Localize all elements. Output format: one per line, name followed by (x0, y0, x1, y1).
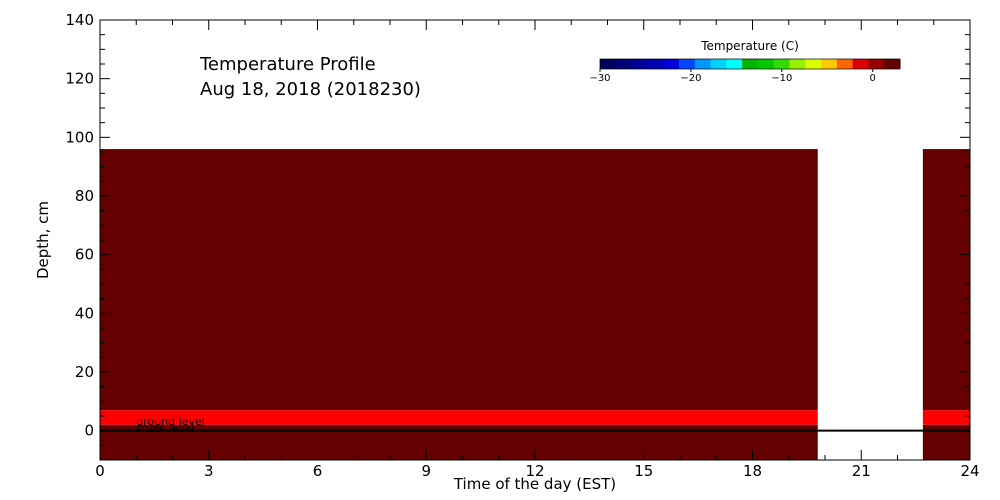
y-tick-label: 40 (75, 304, 94, 322)
heatmap-cell-3 (922, 410, 970, 425)
colorbar-swatch (836, 59, 854, 69)
colorbar-tick-label: −30 (589, 73, 610, 84)
y-tick-label: 20 (75, 363, 94, 381)
colorbar-swatch (726, 59, 743, 69)
y-axis: 0 20 40 60 80 100 120 140 (65, 11, 970, 461)
heatmap-cell-1 (100, 149, 818, 411)
y-tick-label: 60 (75, 246, 94, 264)
x-tick-label: 12 (525, 462, 544, 480)
colorbar-swatch (742, 59, 759, 69)
x-tick-label: 24 (960, 462, 979, 480)
x-tick-label: 21 (852, 462, 871, 480)
colorbar-swatch (631, 59, 648, 69)
colorbar-swatch (852, 59, 869, 69)
y-tick-label: 80 (75, 187, 94, 205)
colorbar-swatch (884, 59, 901, 69)
ground-level-label: ground level (136, 415, 205, 428)
colorbar-swatch (773, 59, 790, 69)
colorbar-border (599, 58, 901, 70)
colorbar-swatch (694, 59, 712, 69)
heatmap-cell-0 (100, 410, 818, 425)
x-axis-title: Time of the day (EST) (453, 475, 616, 493)
colorbar-swatch (789, 59, 806, 69)
colorbar-swatch (710, 59, 727, 69)
snow-level-label: snow level (136, 422, 194, 435)
x-tick-label: 6 (313, 462, 323, 480)
chart-title: Temperature Profile (199, 54, 376, 75)
colorbar-swatch (757, 59, 775, 69)
colorbar-swatch (868, 59, 885, 69)
x-axis: 0 3 6 9 12 15 18 21 24 (95, 20, 980, 480)
colorbar-swatch (663, 59, 680, 69)
y-tick-label: 120 (65, 70, 94, 88)
x-tick-label: 0 (95, 462, 105, 480)
x-tick-label: 3 (204, 462, 214, 480)
x-tick-label: 15 (634, 462, 653, 480)
colorbar-swatch (678, 59, 696, 69)
x-tick-label: 9 (421, 462, 431, 480)
heatmap-cell-4 (922, 149, 970, 411)
colorbar-title: Temperature (C) (700, 39, 799, 53)
y-tick-label: 140 (65, 11, 94, 29)
colorbar: Temperature (C) −30 −20 −10 0 (589, 39, 901, 84)
y-axis-title: Depth, cm (34, 201, 52, 279)
colorbar-swatch (647, 59, 664, 69)
colorbar-tick-label: 0 (870, 73, 876, 84)
y-tick-label: 100 (65, 128, 94, 146)
x-tick-label: 18 (743, 462, 762, 480)
colorbar-tick-label: −10 (771, 73, 792, 84)
heatmap-cells (100, 149, 970, 460)
colorbar-swatch (615, 59, 633, 69)
colorbar-swatch (600, 59, 617, 69)
colorbar-tick-label: −20 (680, 73, 701, 84)
colorbar-swatch (805, 59, 822, 69)
y-tick-label: 0 (84, 422, 94, 440)
colorbar-swatch (821, 59, 838, 69)
chart-subtitle: Aug 18, 2018 (2018230) (200, 79, 421, 100)
